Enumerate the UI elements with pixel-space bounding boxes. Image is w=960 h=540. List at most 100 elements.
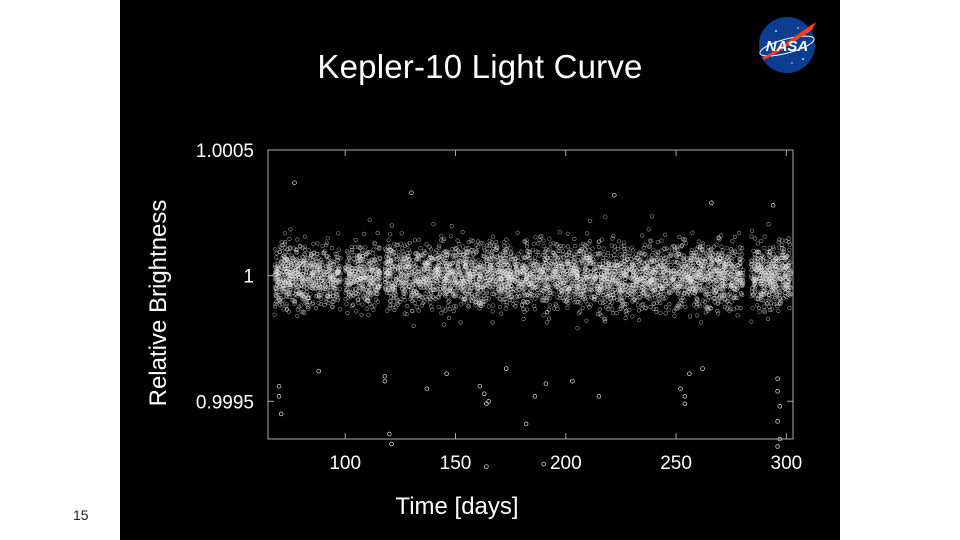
data-point bbox=[373, 254, 378, 259]
data-point bbox=[687, 271, 692, 276]
data-point bbox=[569, 281, 575, 286]
data-point bbox=[292, 300, 297, 305]
data-point bbox=[425, 261, 430, 266]
data-point bbox=[410, 293, 415, 298]
data-point bbox=[623, 263, 628, 268]
data-point bbox=[731, 307, 736, 312]
data-point bbox=[281, 278, 286, 283]
data-point bbox=[418, 271, 424, 276]
data-point bbox=[367, 249, 372, 255]
data-point bbox=[694, 263, 699, 268]
data-point bbox=[475, 286, 480, 291]
data-point bbox=[758, 289, 763, 294]
data-point bbox=[700, 241, 706, 246]
data-point bbox=[633, 295, 638, 300]
data-point bbox=[301, 261, 306, 266]
data-point bbox=[319, 302, 324, 307]
data-point bbox=[365, 296, 371, 301]
data-point bbox=[737, 245, 743, 250]
data-point bbox=[735, 305, 740, 310]
data-point bbox=[709, 259, 714, 264]
data-point bbox=[541, 238, 546, 243]
data-point bbox=[416, 269, 421, 274]
data-point bbox=[682, 237, 687, 242]
data-point bbox=[679, 244, 684, 249]
data-point bbox=[777, 256, 782, 261]
data-point bbox=[419, 259, 424, 264]
slide-title: Kepler-10 Light Curve bbox=[317, 48, 643, 85]
data-point bbox=[316, 285, 321, 290]
data-point bbox=[313, 286, 318, 291]
data-point bbox=[360, 286, 365, 291]
data-point bbox=[490, 282, 495, 287]
data-point bbox=[318, 296, 324, 301]
data-point bbox=[725, 306, 730, 311]
data-point bbox=[617, 282, 622, 287]
data-point bbox=[547, 264, 552, 269]
data-point bbox=[527, 281, 532, 286]
data-point bbox=[497, 296, 502, 301]
data-point bbox=[349, 266, 354, 271]
data-point bbox=[347, 256, 352, 261]
data-point bbox=[576, 311, 581, 316]
data-point bbox=[674, 285, 679, 290]
data-point bbox=[527, 294, 532, 299]
data-point bbox=[759, 253, 764, 259]
data-point bbox=[653, 256, 659, 261]
data-point bbox=[412, 264, 417, 269]
data-point bbox=[668, 278, 673, 283]
data-point bbox=[516, 252, 521, 257]
data-point bbox=[710, 252, 716, 257]
data-point bbox=[728, 284, 733, 289]
data-point bbox=[471, 258, 476, 263]
data-point bbox=[414, 279, 419, 284]
data-point bbox=[611, 296, 617, 301]
data-point bbox=[394, 292, 399, 297]
data-point bbox=[591, 273, 596, 278]
data-point bbox=[324, 270, 329, 275]
data-point bbox=[659, 284, 664, 289]
data-point bbox=[371, 283, 377, 288]
data-point bbox=[628, 294, 633, 299]
data-point bbox=[763, 287, 768, 292]
data-point bbox=[356, 254, 361, 259]
data-point bbox=[684, 281, 689, 286]
data-point bbox=[637, 258, 642, 263]
data-point bbox=[740, 252, 745, 257]
data-point bbox=[732, 295, 737, 301]
data-point bbox=[533, 307, 538, 312]
data-point bbox=[499, 283, 504, 288]
data-point bbox=[476, 258, 481, 263]
data-point bbox=[307, 284, 312, 289]
data-point bbox=[481, 246, 487, 251]
data-point bbox=[654, 307, 659, 312]
data-point bbox=[364, 259, 370, 264]
data-point bbox=[447, 288, 452, 293]
data-point bbox=[630, 291, 635, 296]
data-point bbox=[467, 280, 473, 285]
data-point bbox=[701, 267, 706, 272]
data-point bbox=[468, 297, 473, 302]
data-point bbox=[610, 307, 615, 312]
data-point bbox=[778, 298, 783, 303]
data-point bbox=[610, 300, 615, 305]
data-point bbox=[523, 270, 528, 275]
data-point bbox=[434, 248, 439, 253]
data-point bbox=[292, 301, 297, 306]
data-point bbox=[390, 249, 395, 254]
data-point bbox=[315, 241, 320, 246]
data-point bbox=[788, 270, 793, 275]
data-point bbox=[774, 289, 779, 294]
data-point bbox=[462, 288, 467, 293]
data-point bbox=[311, 241, 316, 246]
data-point bbox=[630, 248, 635, 253]
data-point bbox=[504, 302, 509, 307]
data-point bbox=[655, 252, 660, 257]
data-point bbox=[461, 279, 466, 284]
data-point bbox=[535, 291, 540, 296]
data-point bbox=[489, 287, 495, 292]
data-point bbox=[466, 240, 471, 245]
data-point bbox=[504, 247, 509, 252]
data-point bbox=[587, 305, 592, 310]
data-point bbox=[478, 279, 484, 284]
